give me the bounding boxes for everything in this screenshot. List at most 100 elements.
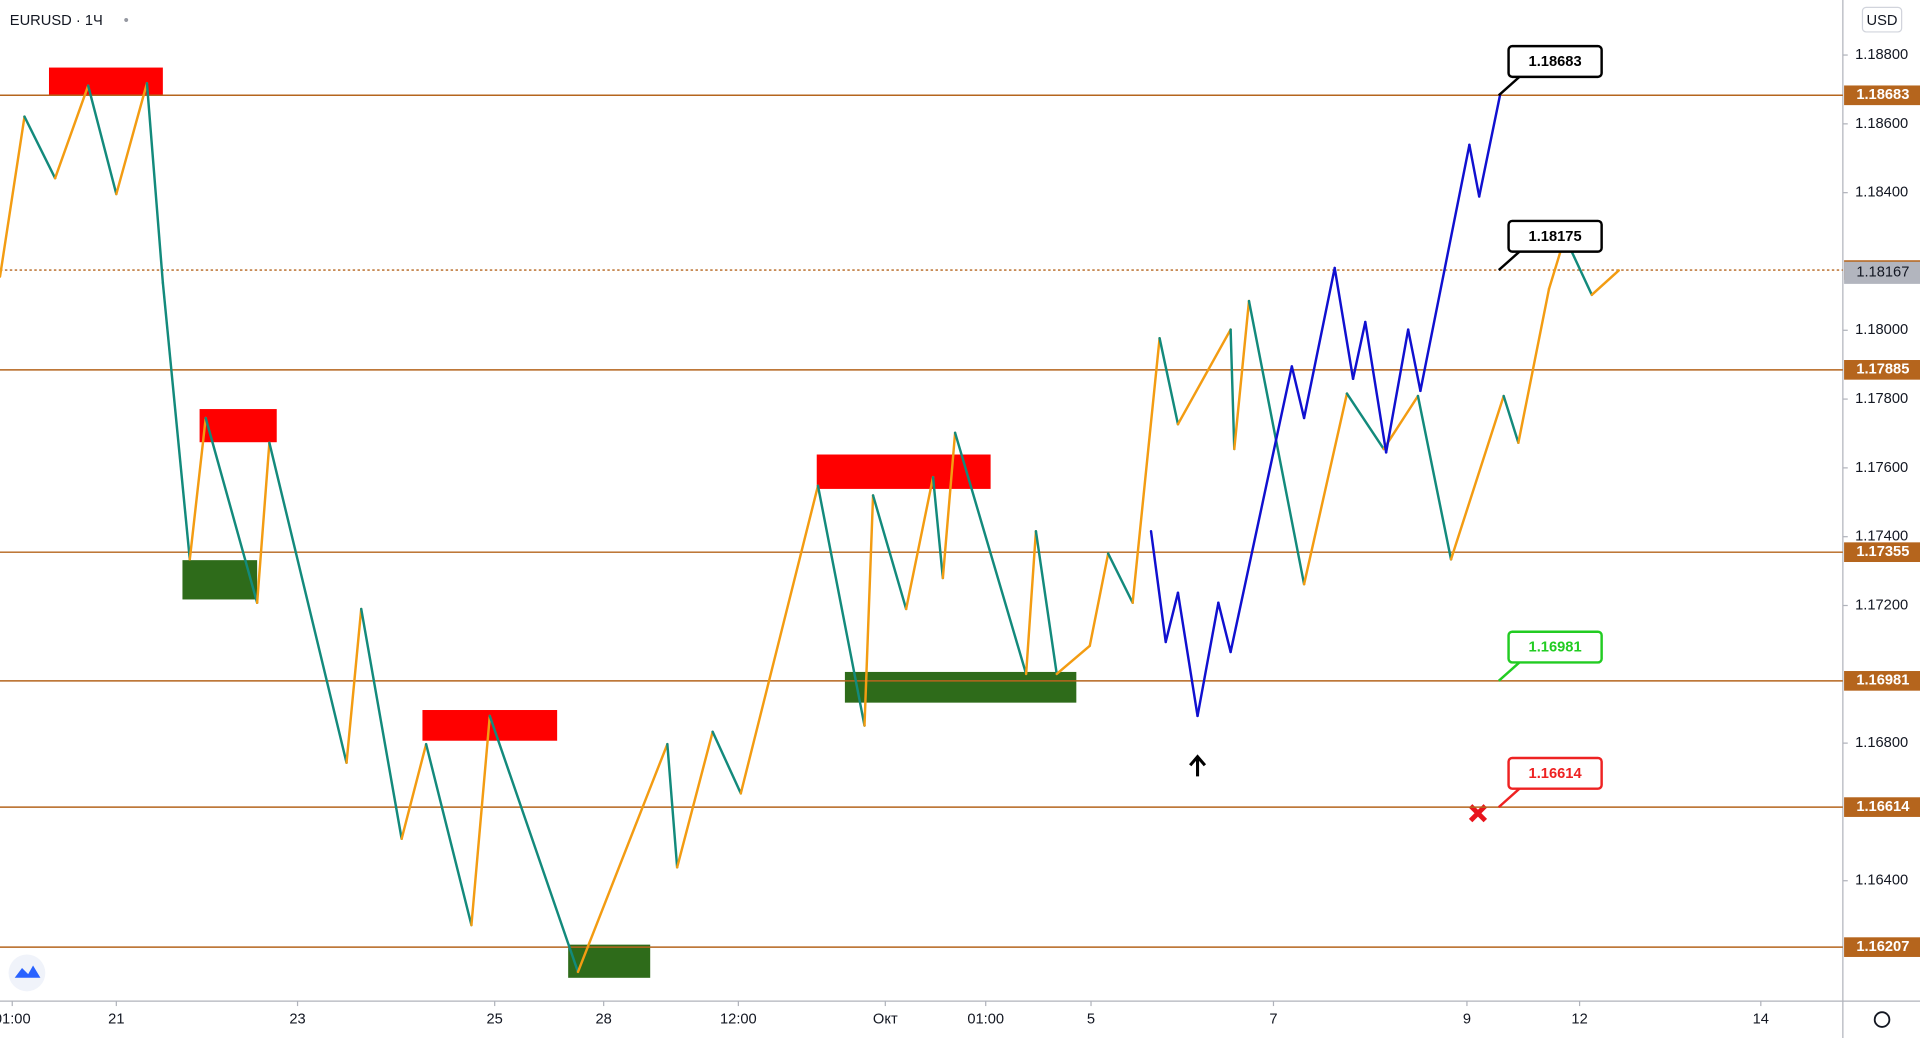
price-segment [1233, 299, 1251, 451]
price-segment [1502, 394, 1520, 445]
price-segment [1333, 266, 1355, 381]
level-price-tag [1844, 937, 1920, 957]
price-segment [188, 416, 207, 561]
symbol-title[interactable]: EURUSD · 1Ч [10, 13, 103, 29]
price-segment [1164, 591, 1180, 644]
x-tick-label: 01:00 [0, 1011, 31, 1027]
currency[interactable]: USD [1867, 13, 1898, 29]
price-segment [470, 714, 492, 927]
price-segment [1477, 94, 1502, 198]
price-segment [268, 441, 348, 764]
price-segment [1088, 552, 1110, 647]
price-segment [1196, 601, 1220, 718]
x-tick-label: 23 [289, 1011, 305, 1027]
y-tick-label: 1.18000 [1855, 322, 1908, 338]
y-tick-label: 1.18400 [1855, 185, 1908, 201]
x-tick-label: 9 [1463, 1011, 1471, 1027]
callout-box [1507, 44, 1603, 79]
price-segment [1131, 336, 1161, 604]
settings-icon[interactable] [1873, 1011, 1891, 1028]
price-segment [1176, 591, 1199, 718]
price-segment [400, 742, 428, 840]
price-segment [675, 730, 714, 869]
price-segment [1302, 266, 1336, 420]
last-price-tag [1844, 261, 1920, 284]
price-segment [1468, 143, 1481, 198]
price-segment [204, 416, 259, 604]
up-arrow [1189, 754, 1207, 777]
demand-zone [568, 944, 651, 978]
price-segment [1351, 320, 1367, 381]
price-segment [23, 115, 57, 180]
price-segment [1055, 644, 1092, 676]
price-segment [345, 607, 363, 764]
plot: 1.18800 1.18600 1.18400 1.18000 1.17800 1.176… [0, 44, 1920, 1027]
x-tick-label: 01:00 [967, 1011, 1004, 1027]
callout-box [1507, 630, 1603, 664]
x-tick-label: 25 [487, 1011, 503, 1027]
y-tick-label: 1.17600 [1855, 460, 1908, 476]
level-price-label: 1.17355 [1856, 544, 1909, 560]
price-segment [1406, 328, 1422, 393]
callout-pointer [1497, 660, 1522, 682]
currency-box[interactable] [1861, 6, 1903, 33]
level-price-tag [1844, 671, 1920, 691]
price-segment [904, 475, 935, 611]
price-segment [255, 441, 271, 604]
price-segment [1176, 328, 1232, 426]
callout-label: 1.16981 [1529, 640, 1582, 656]
x-tick-label: 5 [1087, 1011, 1095, 1027]
x-tick-label: 14 [1753, 1011, 1769, 1027]
level-price-label: 1.18683 [1856, 87, 1909, 103]
menu-dots[interactable]: • [124, 13, 129, 29]
callout-label: 1.16614 [1529, 766, 1583, 782]
price-segment [576, 742, 669, 974]
price-segment [53, 84, 90, 180]
logo-mark [14, 965, 41, 978]
y-tick-label: 1.17200 [1855, 597, 1908, 613]
x-tick-label: 7 [1269, 1011, 1277, 1027]
price-segment [1290, 365, 1306, 420]
price-segment [863, 494, 875, 727]
y-tick-label: 1.16400 [1855, 873, 1908, 889]
price-segment [1024, 529, 1038, 676]
price-segment [1034, 529, 1058, 676]
price-segment [1384, 328, 1410, 454]
level-price-label: 1.16207 [1856, 939, 1909, 955]
callout-pointer [1497, 74, 1522, 97]
callout-box [1507, 756, 1603, 790]
price-segment [1302, 392, 1349, 586]
price-segment [1149, 529, 1167, 644]
callout-pointer [1497, 249, 1522, 271]
level-price-tag [1844, 85, 1920, 106]
price-segment [1106, 552, 1134, 604]
level-price-label: 1.17885 [1856, 362, 1909, 378]
y-tick-label: 1.18800 [1855, 47, 1908, 63]
y-tick-label: 1.18600 [1855, 116, 1908, 132]
supply-zone [816, 454, 991, 489]
supply-zone [199, 409, 277, 443]
price-segment [1158, 336, 1180, 426]
y-tick-label: 1.16800 [1855, 735, 1908, 751]
price-segment [1416, 394, 1453, 561]
price-segment [739, 484, 820, 795]
price-segment [161, 281, 192, 561]
price-segment [424, 742, 473, 927]
price-segment [1229, 365, 1294, 654]
price-segment [931, 475, 945, 580]
price-segment [941, 431, 957, 580]
price-segment [1419, 143, 1471, 393]
price-segment [115, 82, 149, 196]
level-price-label: 1.16981 [1856, 673, 1909, 689]
x-tick-label: 12:00 [720, 1011, 757, 1027]
x-tick-label: Окт [873, 1011, 898, 1027]
level-price-tag [1844, 360, 1920, 380]
level-price-label: 1.16614 [1856, 799, 1910, 815]
callout-pointer [1497, 786, 1522, 809]
level-price-tag [1844, 542, 1920, 563]
x-tick-label: 21 [108, 1011, 124, 1027]
price-segment [1517, 287, 1551, 445]
